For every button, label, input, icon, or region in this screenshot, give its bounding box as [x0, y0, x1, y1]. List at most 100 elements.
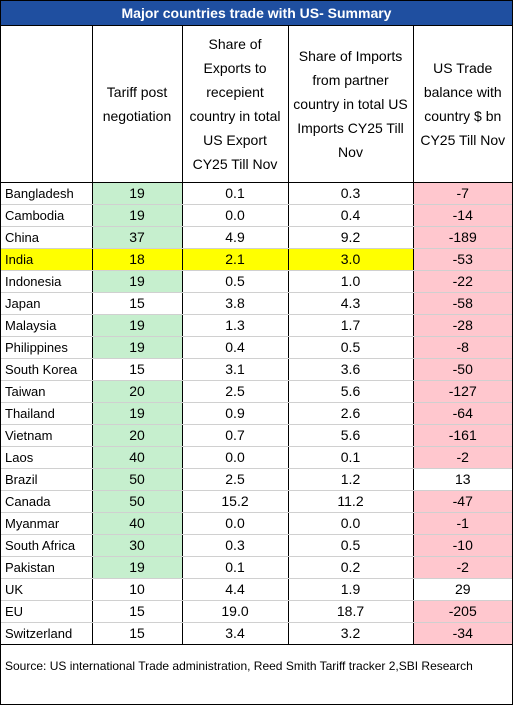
- export-share-cell: 4.9: [181, 226, 289, 249]
- header-import-share: Share of Imports from partner country in…: [287, 26, 414, 183]
- tariff-cell: 19: [91, 314, 183, 337]
- export-share-cell: 0.0: [181, 446, 289, 469]
- trade-balance-cell: -7: [412, 182, 512, 205]
- import-share-cell: 0.4: [287, 204, 414, 227]
- trade-balance-cell: -34: [412, 622, 512, 645]
- tariff-cell: 18: [91, 248, 183, 271]
- country-cell: South Korea: [1, 358, 93, 381]
- import-share-cell: 0.2: [287, 556, 414, 579]
- export-share-cell: 0.0: [181, 512, 289, 535]
- table-row: Indonesia 19 0.5 1.0 -22: [1, 270, 512, 293]
- tariff-cell: 15: [91, 622, 183, 645]
- import-share-cell: 1.9: [287, 578, 414, 601]
- header-tariff: Tariff post negotiation: [91, 26, 183, 183]
- country-cell: Bangladesh: [1, 182, 93, 205]
- tariff-cell: 15: [91, 600, 183, 623]
- country-cell: Canada: [1, 490, 93, 513]
- export-share-cell: 0.0: [181, 204, 289, 227]
- import-share-cell: 5.6: [287, 424, 414, 447]
- trade-balance-cell: -64: [412, 402, 512, 425]
- trade-balance-cell: 13: [412, 468, 512, 491]
- export-share-cell: 0.9: [181, 402, 289, 425]
- table-body: Bangladesh 19 0.1 0.3 -7 Cambodia 19 0.0 0.4 -14 C…: [1, 182, 512, 645]
- country-cell: UK: [1, 578, 93, 601]
- trade-balance-cell: -1: [412, 512, 512, 535]
- trade-balance-cell: -28: [412, 314, 512, 337]
- import-share-cell: 9.2: [287, 226, 414, 249]
- export-share-cell: 0.5: [181, 270, 289, 293]
- tariff-cell: 19: [91, 182, 183, 205]
- table-row: Philippines 19 0.4 0.5 -8: [1, 336, 512, 359]
- import-share-cell: 3.0: [287, 248, 414, 271]
- source-note: Source: US international Trade administr…: [5, 659, 473, 673]
- table-title: Major countries trade with US- Summary: [1, 1, 512, 26]
- table-row: Canada 50 15.2 11.2 -47: [1, 490, 512, 513]
- export-share-cell: 0.3: [181, 534, 289, 557]
- trade-balance-cell: -2: [412, 556, 512, 579]
- table-row: Taiwan 20 2.5 5.6 -127: [1, 380, 512, 403]
- tariff-cell: 37: [91, 226, 183, 249]
- country-cell: Vietnam: [1, 424, 93, 447]
- export-share-cell: 2.5: [181, 468, 289, 491]
- trade-balance-cell: -127: [412, 380, 512, 403]
- export-share-cell: 2.5: [181, 380, 289, 403]
- country-cell: South Africa: [1, 534, 93, 557]
- country-cell: EU: [1, 600, 93, 623]
- trade-balance-cell: -58: [412, 292, 512, 315]
- import-share-cell: 5.6: [287, 380, 414, 403]
- country-cell: Thailand: [1, 402, 93, 425]
- import-share-cell: 11.2: [287, 490, 414, 513]
- import-share-cell: 1.2: [287, 468, 414, 491]
- table-row: Switzerland 15 3.4 3.2 -34: [1, 622, 512, 645]
- trade-balance-cell: 29: [412, 578, 512, 601]
- export-share-cell: 15.2: [181, 490, 289, 513]
- export-share-cell: 0.1: [181, 556, 289, 579]
- import-share-cell: 3.6: [287, 358, 414, 381]
- export-share-cell: 2.1: [181, 248, 289, 271]
- import-share-cell: 0.3: [287, 182, 414, 205]
- export-share-cell: 0.4: [181, 336, 289, 359]
- country-cell: Brazil: [1, 468, 93, 491]
- table-row: Pakistan 19 0.1 0.2 -2: [1, 556, 512, 579]
- country-cell: Taiwan: [1, 380, 93, 403]
- import-share-cell: 3.2: [287, 622, 414, 645]
- table-row: Cambodia 19 0.0 0.4 -14: [1, 204, 512, 227]
- tariff-cell: 20: [91, 424, 183, 447]
- import-share-cell: 18.7: [287, 600, 414, 623]
- tariff-cell: 40: [91, 512, 183, 535]
- header-country: [1, 26, 93, 183]
- tariff-cell: 19: [91, 336, 183, 359]
- export-share-cell: 1.3: [181, 314, 289, 337]
- country-cell: India: [1, 248, 93, 271]
- export-share-cell: 3.8: [181, 292, 289, 315]
- import-share-cell: 0.1: [287, 446, 414, 469]
- table-row: Thailand 19 0.9 2.6 -64: [1, 402, 512, 425]
- table-row: South Korea 15 3.1 3.6 -50: [1, 358, 512, 381]
- tariff-cell: 30: [91, 534, 183, 557]
- trade-balance-cell: -10: [412, 534, 512, 557]
- table-row: Myanmar 40 0.0 0.0 -1: [1, 512, 512, 535]
- import-share-cell: 0.5: [287, 336, 414, 359]
- export-share-cell: 4.4: [181, 578, 289, 601]
- trade-balance-cell: -50: [412, 358, 512, 381]
- export-share-cell: 19.0: [181, 600, 289, 623]
- import-share-cell: 0.0: [287, 512, 414, 535]
- tariff-cell: 15: [91, 358, 183, 381]
- header-row: Tariff post negotiation Share of Exports…: [1, 26, 512, 183]
- table-row: South Africa 30 0.3 0.5 -10: [1, 534, 512, 557]
- country-cell: Myanmar: [1, 512, 93, 535]
- import-share-cell: 4.3: [287, 292, 414, 315]
- table-row: Laos 40 0.0 0.1 -2: [1, 446, 512, 469]
- table-row: Brazil 50 2.5 1.2 13: [1, 468, 512, 491]
- trade-balance-cell: -2: [412, 446, 512, 469]
- country-cell: Switzerland: [1, 622, 93, 645]
- import-share-cell: 1.7: [287, 314, 414, 337]
- table-row: UK 10 4.4 1.9 29: [1, 578, 512, 601]
- trade-balance-cell: -53: [412, 248, 512, 271]
- table-row: Japan 15 3.8 4.3 -58: [1, 292, 512, 315]
- country-cell: Laos: [1, 446, 93, 469]
- table-row: India 18 2.1 3.0 -53: [1, 248, 512, 271]
- tariff-cell: 19: [91, 556, 183, 579]
- table-row: Bangladesh 19 0.1 0.3 -7: [1, 182, 512, 205]
- table-row: Malaysia 19 1.3 1.7 -28: [1, 314, 512, 337]
